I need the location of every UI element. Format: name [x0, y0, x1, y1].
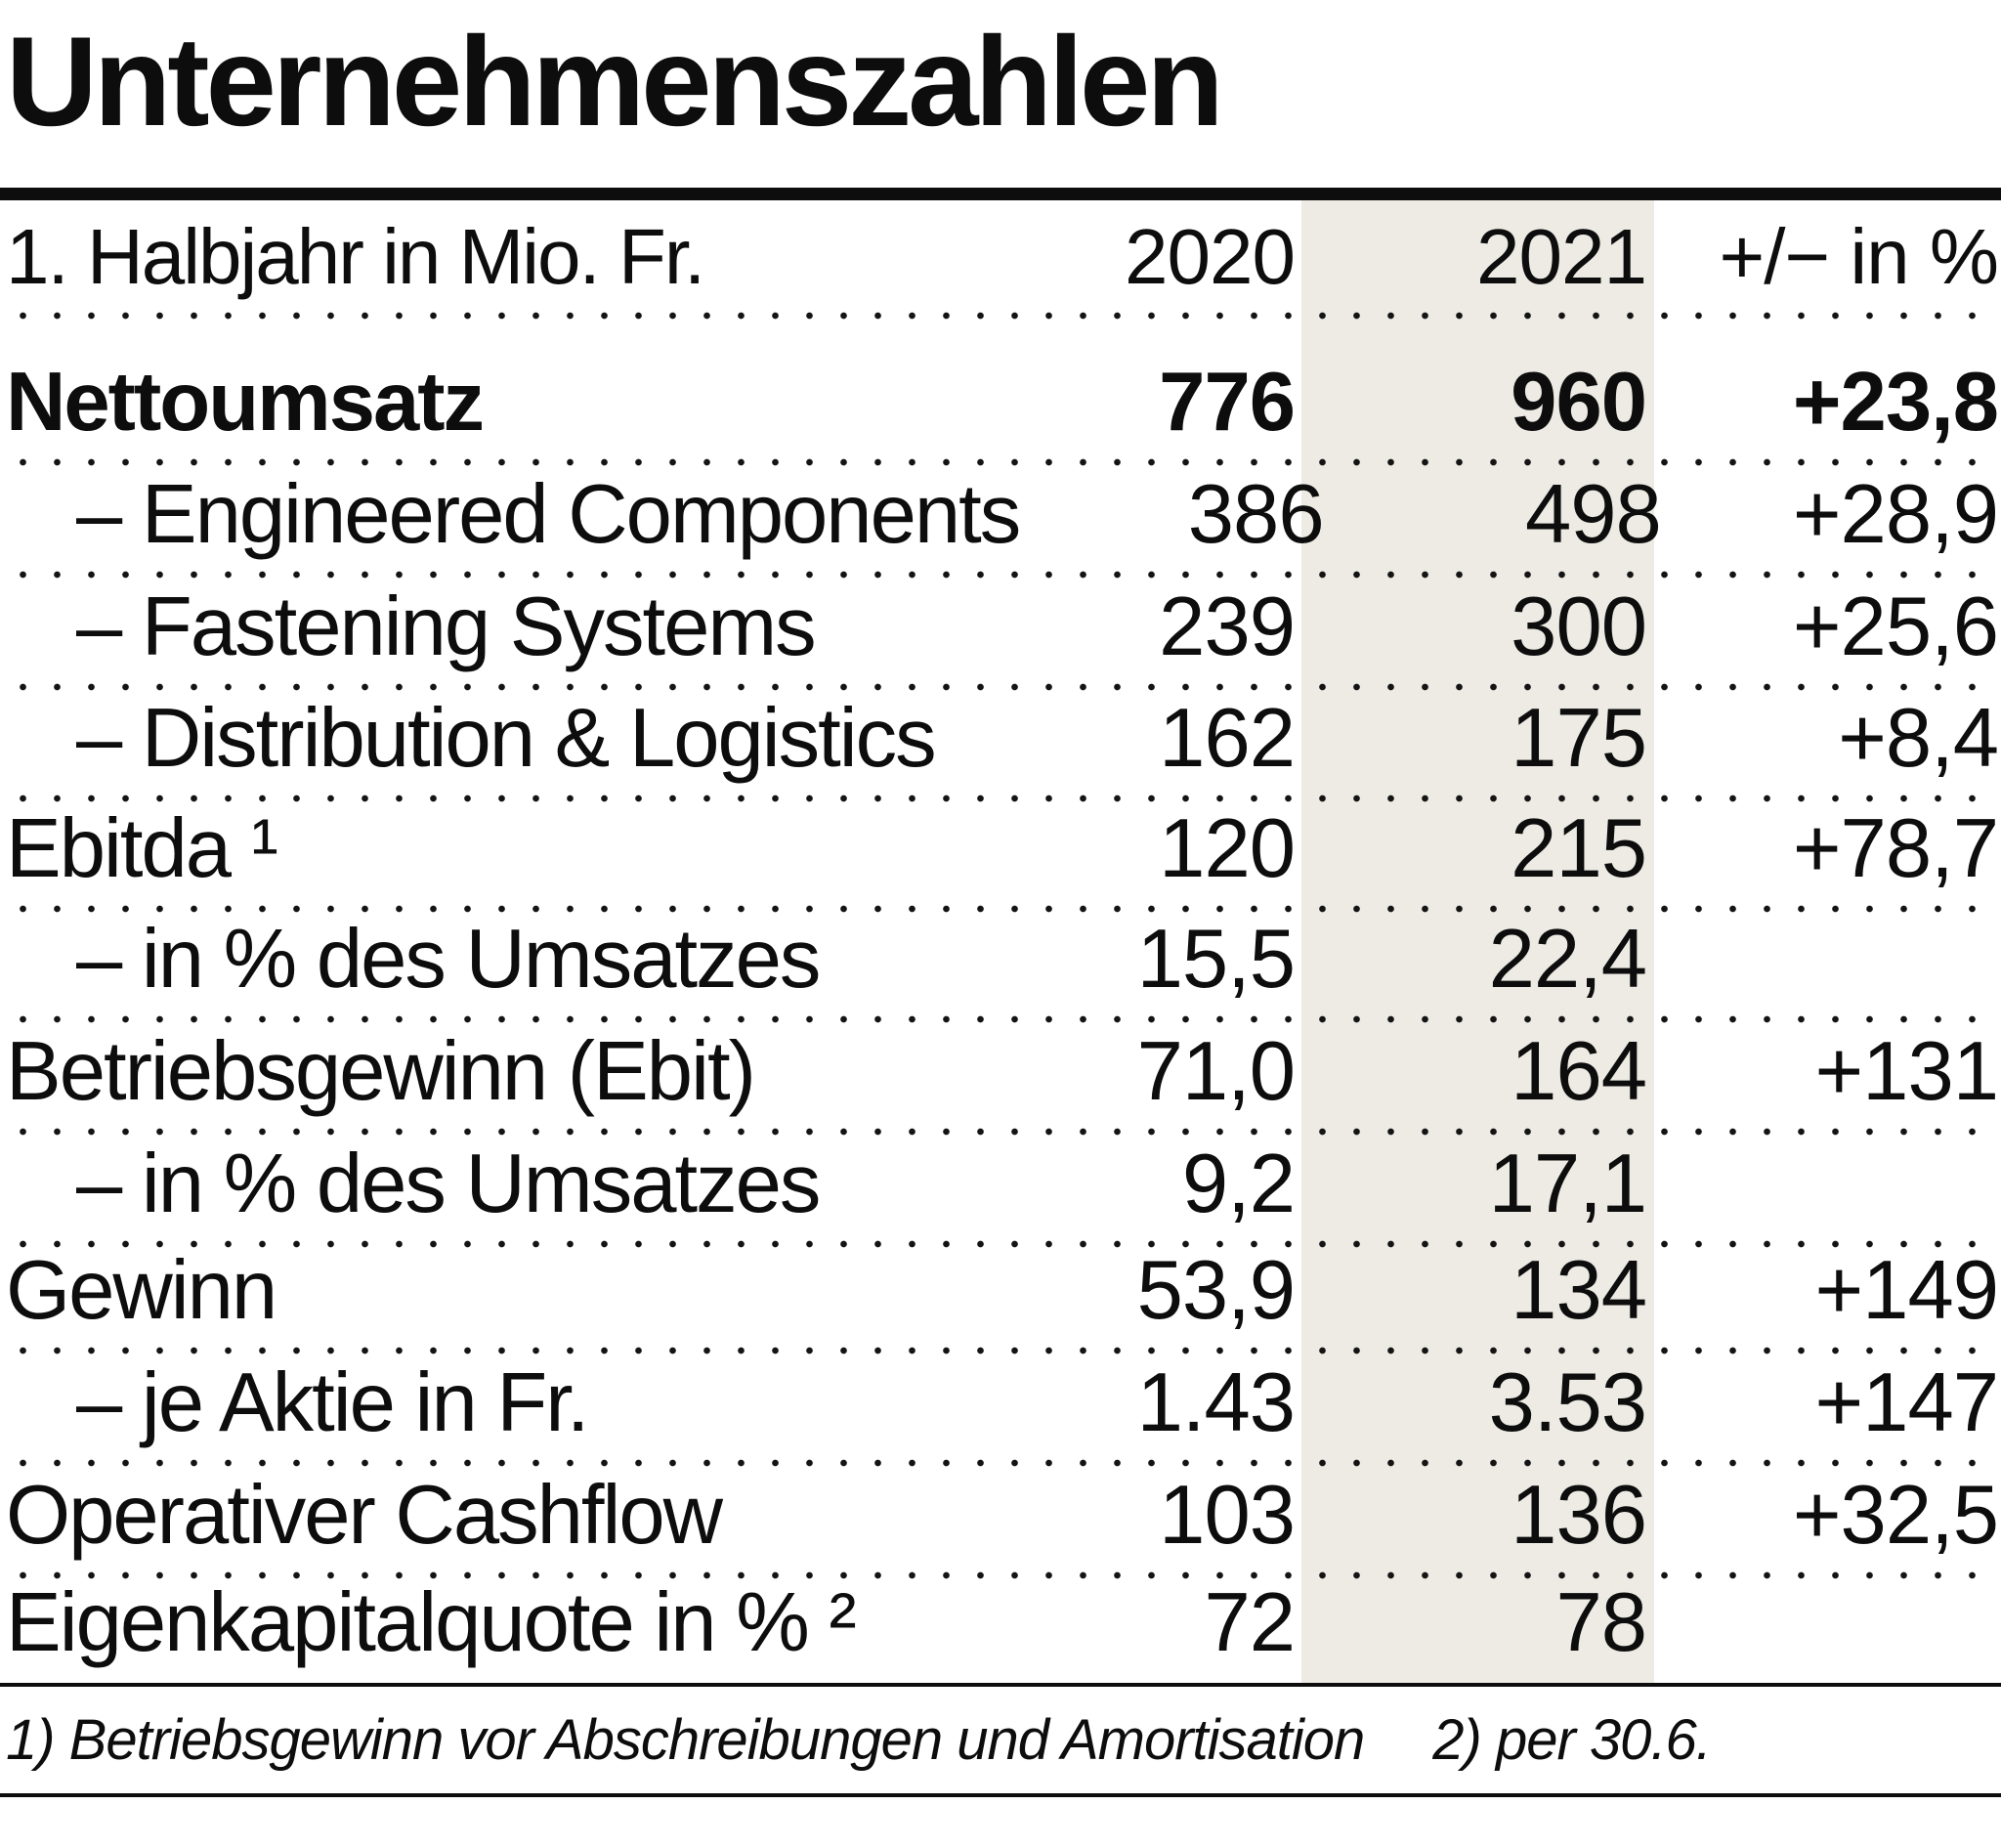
value-2021: 175: [1511, 692, 1647, 785]
footnote-divider-top: [0, 1683, 2001, 1687]
value-2020: 776: [1159, 356, 1296, 449]
value-change: +25,6: [1792, 580, 1999, 673]
footnotes: 1) Betriebsgewinn vor Abschreibungen und…: [0, 1687, 2001, 1793]
footnote-1: 1) Betriebsgewinn vor Abschreibungen und…: [6, 1708, 1365, 1772]
value-2020: 15,5: [1136, 913, 1296, 1006]
table-row: – Fastening Systems 239 300 +25,6: [0, 575, 2001, 692]
row-label: Nettoumsatz: [6, 356, 485, 449]
value-2020: 53,9: [1136, 1244, 1296, 1337]
value-2020: 72: [1204, 1576, 1296, 1669]
row-label: Ebitda ¹: [6, 802, 278, 895]
table-row: Betriebsgewinn (Ebit) 71,0 164 +131: [0, 1019, 2001, 1137]
value-2021: 960: [1511, 356, 1647, 449]
table-row: – Engineered Components 386 498 +28,9: [0, 462, 2001, 580]
table-row: Ebitda ¹ 120 215 +78,7: [0, 798, 2001, 914]
row-label: – in % des Umsatzes: [76, 1138, 821, 1230]
value-change: +8,4: [1838, 692, 1999, 785]
value-2021: 78: [1555, 1576, 1647, 1669]
row-label: – in % des Umsatzes: [76, 913, 821, 1006]
value-change: [1654, 1008, 2001, 1019]
value-2021: 22,4: [1488, 913, 1647, 1006]
value-2021: 17,1: [1488, 1138, 1647, 1230]
value-2020: 239: [1159, 580, 1296, 673]
value-2020: 1.43: [1136, 1356, 1296, 1449]
table-row: Operativer Cashflow 103 136 +32,5: [0, 1463, 2001, 1580]
value-2020: 162: [1159, 692, 1296, 785]
row-label: Eigenkapitalquote in % ²: [6, 1576, 857, 1669]
value-change: +32,5: [1792, 1469, 1999, 1562]
value-2021: 136: [1511, 1469, 1647, 1562]
table-row: Gewinn 53,9 134 +149: [0, 1244, 2001, 1355]
value-2021: 134: [1511, 1244, 1647, 1337]
value-2021: 3.53: [1488, 1356, 1647, 1449]
row-label: Gewinn: [6, 1244, 277, 1337]
value-change: +28,9: [1792, 468, 1999, 561]
value-2021: 300: [1511, 580, 1647, 673]
row-label: – je Aktie in Fr.: [76, 1356, 589, 1449]
row-label: Operativer Cashflow: [6, 1469, 723, 1562]
row-label: Betriebsgewinn (Ebit): [6, 1025, 756, 1118]
table-row: Eigenkapitalquote in % ² 72 78: [0, 1575, 2001, 1683]
table-row: – in % des Umsatzes 9,2 17,1: [0, 1132, 2001, 1249]
column-header-period: 1. Halbjahr in Mio. Fr.: [6, 213, 705, 300]
value-2020: 120: [1159, 802, 1296, 895]
table-header-row: 1. Halbjahr in Mio. Fr. 2020 2021 +/− in…: [0, 200, 2001, 321]
column-header-change: +/− in %: [1719, 213, 1999, 300]
footnote-2: 2) per 30.6.: [1432, 1708, 1712, 1772]
title-divider: [0, 188, 2001, 200]
value-2020: 9,2: [1181, 1138, 1296, 1230]
row-label: – Distribution & Logistics: [76, 692, 937, 785]
value-change: +131: [1814, 1025, 1999, 1118]
table-row: – Distribution & Logistics 162 175 +8,4: [0, 687, 2001, 803]
row-label: – Engineered Components: [76, 468, 1021, 561]
value-2020: 103: [1159, 1469, 1296, 1562]
value-2020: 386: [1187, 468, 1325, 561]
value-2021: 215: [1511, 802, 1647, 895]
footnote-divider-bottom: [0, 1793, 2001, 1797]
table-row: Nettoumsatz 776 960 +23,8: [0, 316, 2001, 467]
column-header-2020: 2020: [1125, 213, 1296, 300]
table-row: – je Aktie in Fr. 1.43 3.53 +147: [0, 1351, 2001, 1468]
value-2021: 498: [1524, 468, 1662, 561]
row-label: – Fastening Systems: [76, 580, 817, 673]
column-header-2021: 2021: [1476, 213, 1647, 300]
figures-table: 1. Halbjahr in Mio. Fr. 2020 2021 +/− in…: [0, 200, 2001, 1683]
table-row: – in % des Umsatzes 15,5 22,4: [0, 909, 2001, 1024]
column-highlight-2021: [1301, 200, 1654, 1683]
value-change: +78,7: [1792, 802, 1999, 895]
value-change: +147: [1814, 1356, 1999, 1449]
value-change: [1654, 1671, 2001, 1683]
value-2020: 71,0: [1136, 1025, 1296, 1118]
value-change: +149: [1814, 1244, 1999, 1337]
value-change: +23,8: [1792, 356, 1999, 449]
page-title: Unternehmenszahlen: [6, 10, 1224, 152]
value-2021: 164: [1511, 1025, 1647, 1118]
